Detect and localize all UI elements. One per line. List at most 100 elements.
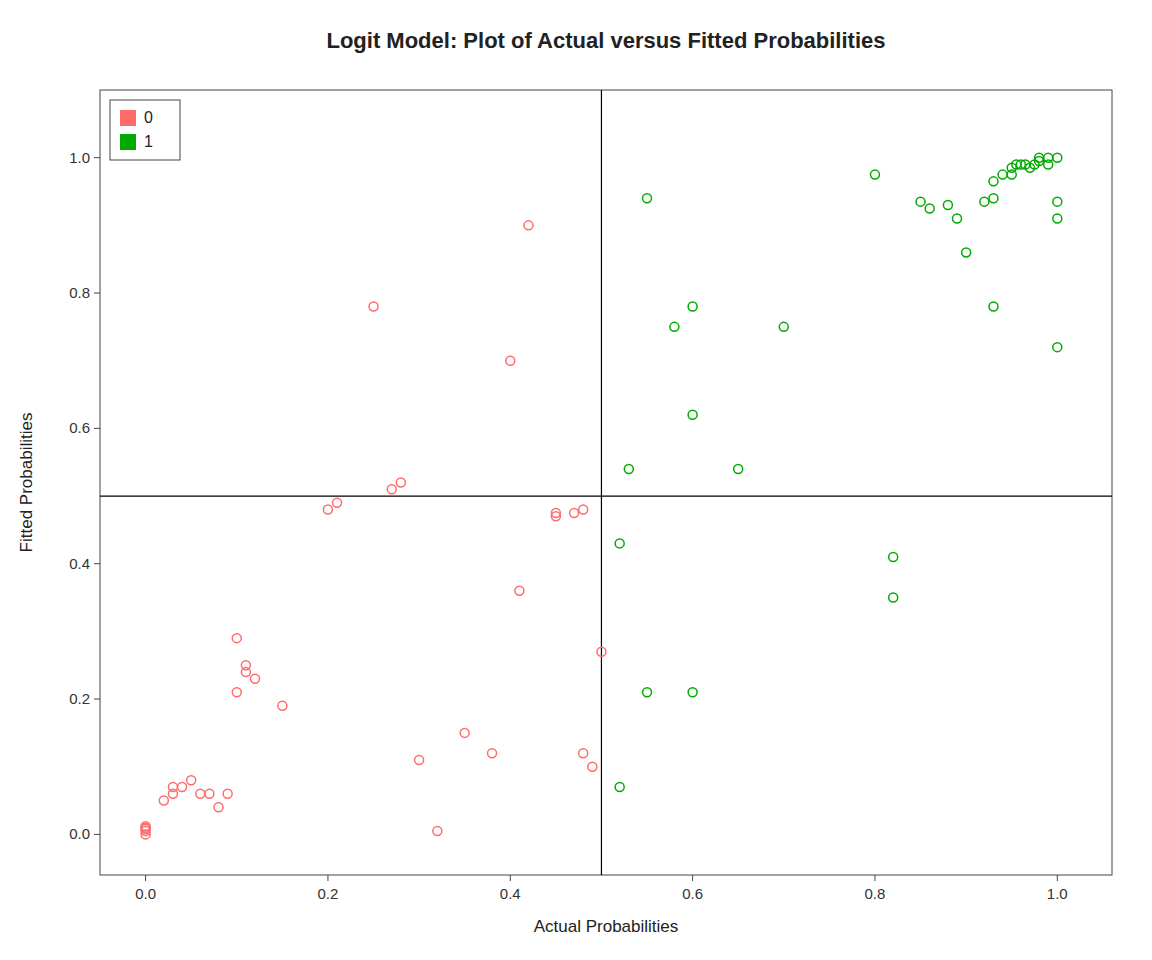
x-tick-label: 0.2 bbox=[317, 885, 338, 902]
x-axis-label: Actual Probabilities bbox=[534, 917, 679, 936]
point bbox=[396, 478, 405, 487]
point bbox=[159, 796, 168, 805]
y-axis-label: Fitted Probabilities bbox=[17, 413, 36, 553]
x-tick-label: 0.8 bbox=[865, 885, 886, 902]
point bbox=[570, 508, 579, 517]
x-tick bbox=[874, 875, 875, 881]
legend: 01 bbox=[110, 100, 180, 160]
point bbox=[688, 410, 697, 419]
point bbox=[214, 803, 223, 812]
point bbox=[460, 728, 469, 737]
point bbox=[615, 539, 624, 548]
point bbox=[870, 170, 879, 179]
x-tick bbox=[692, 875, 693, 881]
y-tick-label: 0.2 bbox=[69, 690, 90, 707]
reference-line-vertical bbox=[601, 90, 602, 875]
y-tick bbox=[94, 834, 100, 835]
point bbox=[369, 302, 378, 311]
legend-swatch bbox=[120, 134, 136, 150]
point bbox=[168, 783, 177, 792]
series bbox=[141, 221, 606, 839]
point bbox=[1053, 343, 1062, 352]
point bbox=[779, 322, 788, 331]
point bbox=[506, 356, 515, 365]
point bbox=[597, 647, 606, 656]
point bbox=[187, 776, 196, 785]
legend-swatch bbox=[120, 110, 136, 126]
point bbox=[643, 194, 652, 203]
point bbox=[1035, 157, 1044, 166]
y-tick bbox=[94, 563, 100, 564]
point bbox=[916, 197, 925, 206]
point bbox=[196, 789, 205, 798]
point bbox=[415, 755, 424, 764]
point bbox=[1044, 160, 1053, 169]
point bbox=[624, 464, 633, 473]
point bbox=[1053, 214, 1062, 223]
point bbox=[943, 201, 952, 210]
x-tick bbox=[327, 875, 328, 881]
y-tick bbox=[94, 157, 100, 158]
legend-label: 1 bbox=[144, 133, 153, 150]
point bbox=[205, 789, 214, 798]
point bbox=[515, 586, 524, 595]
point bbox=[387, 485, 396, 494]
point bbox=[989, 194, 998, 203]
y-tick-label: 0.0 bbox=[69, 825, 90, 842]
y-tick bbox=[94, 293, 100, 294]
y-tick-label: 0.8 bbox=[69, 284, 90, 301]
point bbox=[953, 214, 962, 223]
y-tick-label: 1.0 bbox=[69, 149, 90, 166]
point bbox=[643, 688, 652, 697]
point bbox=[670, 322, 679, 331]
x-tick-label: 0.6 bbox=[682, 885, 703, 902]
point bbox=[223, 789, 232, 798]
point bbox=[241, 667, 250, 676]
x-tick bbox=[145, 875, 146, 881]
point bbox=[615, 783, 624, 792]
point bbox=[178, 783, 187, 792]
x-tick-label: 0.4 bbox=[500, 885, 521, 902]
point bbox=[1053, 153, 1062, 162]
background bbox=[0, 0, 1152, 960]
point bbox=[998, 170, 1007, 179]
series bbox=[615, 153, 1062, 791]
y-tick-label: 0.6 bbox=[69, 419, 90, 436]
point bbox=[323, 505, 332, 514]
point bbox=[579, 505, 588, 514]
y-tick-label: 0.4 bbox=[69, 555, 90, 572]
point bbox=[141, 822, 150, 831]
x-tick-label: 1.0 bbox=[1047, 885, 1068, 902]
legend-box bbox=[110, 100, 180, 160]
point bbox=[734, 464, 743, 473]
point bbox=[232, 688, 241, 697]
x-tick bbox=[510, 875, 511, 881]
point bbox=[889, 552, 898, 561]
point bbox=[1053, 197, 1062, 206]
point bbox=[433, 827, 442, 836]
point bbox=[250, 674, 259, 683]
point bbox=[980, 197, 989, 206]
x-tick bbox=[1057, 875, 1058, 881]
point bbox=[488, 749, 497, 758]
point bbox=[232, 634, 241, 643]
y-tick bbox=[94, 428, 100, 429]
point bbox=[989, 302, 998, 311]
title: Logit Model: Plot of Actual versus Fitte… bbox=[326, 28, 885, 53]
chart: Logit Model: Plot of Actual versus Fitte… bbox=[0, 0, 1152, 960]
plot-frame bbox=[100, 90, 1112, 875]
point bbox=[333, 498, 342, 507]
point bbox=[524, 221, 533, 230]
x-tick-label: 0.0 bbox=[135, 885, 156, 902]
plot-area bbox=[100, 90, 1112, 875]
y-tick bbox=[94, 699, 100, 700]
point bbox=[989, 177, 998, 186]
point bbox=[579, 749, 588, 758]
reference-line-horizontal bbox=[100, 495, 1112, 496]
point bbox=[688, 688, 697, 697]
point bbox=[925, 204, 934, 213]
legend-label: 0 bbox=[144, 109, 153, 126]
point bbox=[688, 302, 697, 311]
point bbox=[278, 701, 287, 710]
point bbox=[962, 248, 971, 257]
